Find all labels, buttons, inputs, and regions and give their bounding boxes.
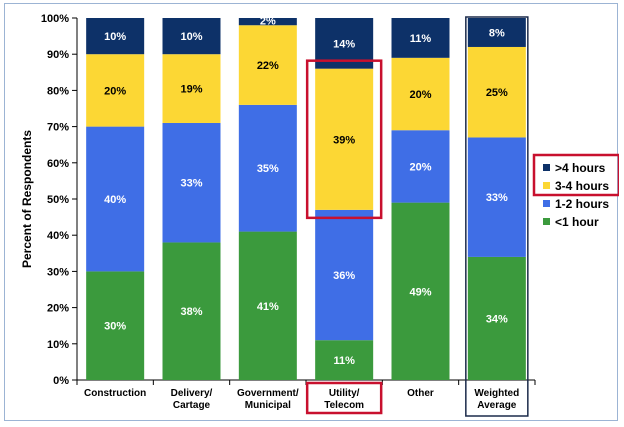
legend-swatch (543, 182, 550, 189)
bar-data-label: 11% (410, 33, 432, 45)
stacked-bar-chart: 0% 10% 20% 30% 40% 50% 60% 70% 80% 90% 100% Percent… (20, 13, 619, 417)
bar-data-label: 14% (333, 38, 355, 50)
y-tick-label: 60% (47, 158, 69, 170)
bar-segment (467, 18, 526, 47)
y-tick-label: 10% (47, 339, 69, 351)
bar-segment (238, 25, 297, 105)
bar-data-label: 22% (257, 60, 279, 72)
bar-segment (162, 242, 221, 380)
bar-segment (238, 18, 297, 26)
bar-data-label: 20% (409, 161, 431, 173)
bar-segment (467, 46, 526, 138)
chart-category-labels: Construction Delivery/Cartage Government/M… (84, 388, 519, 411)
bar-data-label: 49% (409, 286, 431, 298)
bar-segment (238, 231, 297, 380)
legend-swatch (543, 200, 550, 207)
bar-segment (86, 271, 145, 380)
bar-data-label: 38% (180, 306, 202, 318)
legend-swatch (543, 218, 550, 225)
bar-data-label: 20% (409, 89, 431, 101)
bar-segment (315, 209, 374, 341)
y-tick-label: 50% (47, 194, 69, 206)
y-tick-label: 40% (47, 230, 69, 242)
legend-label: 3-4 hours (555, 179, 609, 193)
y-tick-label: 0% (53, 375, 69, 387)
bar-segment (391, 57, 450, 131)
bar-data-label: 40% (104, 194, 126, 206)
bar-data-label: 36% (333, 270, 355, 282)
bar-data-label: 33% (180, 178, 202, 190)
bar-data-label: 39% (333, 134, 355, 146)
bar-data-label: 34% (486, 313, 508, 325)
bar-segment (391, 130, 450, 203)
y-tick-label: 100% (41, 13, 69, 25)
bar-segment (467, 256, 526, 380)
bar-segment (162, 122, 221, 243)
x-category-label: Government/ (237, 388, 299, 399)
bar-segment (391, 18, 450, 58)
chart-frame: 0% 10% 20% 30% 40% 50% 60% 70% 80% 90% 100% Percent… (4, 3, 619, 421)
bar-segment (315, 68, 374, 210)
y-tick-label: 20% (47, 303, 69, 315)
bar-data-label: 25% (486, 87, 508, 99)
x-category-label: Average (477, 400, 517, 411)
x-category-label: Delivery/ (171, 388, 213, 399)
bar-data-label: 20% (104, 85, 126, 97)
bar-segment (315, 340, 374, 380)
x-category-label: Telecom (324, 400, 364, 411)
bar-data-label: 8% (489, 27, 505, 39)
bar-segment (162, 18, 221, 55)
highlight-box-legend (532, 153, 619, 197)
bar-segment (467, 137, 526, 257)
bar-data-label: 2% (260, 16, 276, 28)
bar-data-label: 19% (180, 84, 202, 96)
bar-segment (162, 54, 221, 123)
chart-highlights (305, 16, 619, 417)
chart-legend: >4 hours 3-4 hours 1-2 hours <1 hour (543, 161, 609, 229)
bar-segment (86, 54, 145, 127)
bar-segment (238, 104, 297, 232)
bar-data-label: 30% (104, 321, 126, 333)
y-tick-label: 70% (47, 122, 69, 134)
bar-segment (391, 202, 450, 380)
x-category-label: Other (407, 388, 434, 399)
chart-data-labels: 30% 40% 20% 10% 38% 33% 19% 10% 41% 35% 22% 2% 11% 36… (104, 16, 508, 367)
y-tick-label: 30% (47, 266, 69, 278)
bar-data-label: 35% (257, 163, 279, 175)
highlight-box-weighted-average (465, 16, 529, 417)
bar-data-label: 41% (257, 301, 279, 313)
bar-data-label: 10% (180, 31, 202, 43)
bar-data-label: 11% (333, 355, 355, 367)
x-category-label: Cartage (173, 400, 211, 411)
y-tick-label: 90% (47, 49, 69, 61)
bar-data-label: 33% (486, 192, 508, 204)
bar-data-label: 10% (104, 31, 126, 43)
y-axis-title: Percent of Respondents (20, 130, 34, 268)
legend-label: >4 hours (555, 161, 606, 175)
x-category-label: Municipal (245, 400, 291, 411)
chart-axes: 0% 10% 20% 30% 40% 50% 60% 70% 80% 90% 100% Percent… (20, 13, 536, 387)
x-category-label: Utility/ (329, 388, 360, 399)
legend-swatch (543, 164, 550, 171)
highlight-box-utility-segment (305, 59, 383, 220)
legend-label: <1 hour (555, 215, 599, 229)
chart-bars (86, 18, 526, 380)
x-category-label: Weighted (474, 388, 519, 399)
bar-segment (86, 126, 145, 272)
bar-segment (86, 18, 145, 55)
legend-label: 1-2 hours (555, 197, 609, 211)
x-category-label: Construction (84, 388, 146, 399)
y-tick-label: 80% (47, 85, 69, 97)
highlight-box-utility-label (305, 381, 383, 415)
